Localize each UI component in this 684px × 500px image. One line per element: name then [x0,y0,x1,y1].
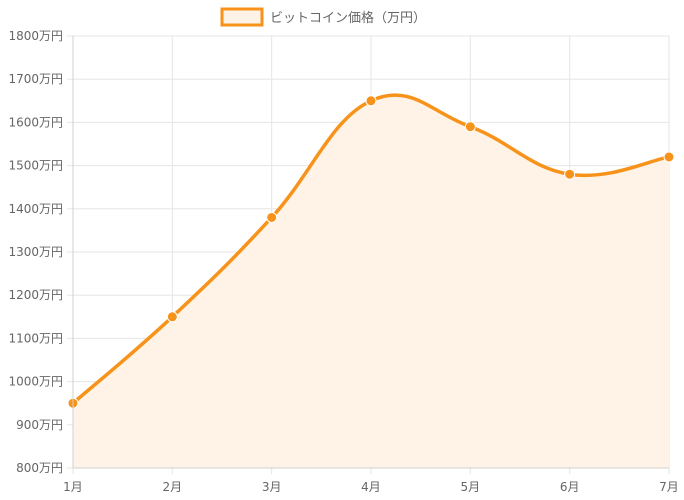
legend-label: ビットコイン価格（万円） [270,10,426,26]
x-tick-label: 4月 [361,480,381,494]
data-point-7[interactable] [663,151,675,163]
y-axis: 800万円 900万円 1000万円 1100万円 1200万円 1300万円 1400万円… [8,29,74,475]
y-tick-label: 1400万円 [8,202,63,216]
legend-swatch[interactable] [220,7,264,27]
y-tick-label: 1700万円 [8,72,63,86]
y-tick-label: 1800万円 [8,29,63,43]
series-area [73,95,669,468]
y-tick-label: 1200万円 [8,288,63,302]
data-points [67,95,675,409]
y-tick-label: 800万円 [16,461,63,475]
y-tick-label: 1500万円 [8,159,63,173]
y-tick-label: 900万円 [16,418,63,432]
x-tick-label: 1月 [63,480,83,494]
data-point-3[interactable] [266,211,278,223]
x-tick-label: 2月 [163,480,183,494]
y-tick-label: 1000万円 [8,375,63,389]
data-point-6[interactable] [564,168,576,180]
area-fill [73,95,669,468]
x-tick-label: 5月 [461,480,481,494]
x-axis: 1月 2月 3月 4月 5月 6月 7月 [63,467,679,494]
data-point-5[interactable] [464,121,476,133]
x-tick-label: 7月 [659,480,679,494]
legend[interactable]: ビットコイン価格（万円） [220,7,426,27]
data-point-2[interactable] [166,311,178,323]
x-tick-label: 3月 [262,480,282,494]
y-tick-label: 1600万円 [8,115,63,129]
y-tick-label: 1300万円 [8,245,63,259]
data-point-4[interactable] [365,95,377,107]
y-tick-label: 1100万円 [8,331,63,345]
x-tick-label: 6月 [560,480,580,494]
